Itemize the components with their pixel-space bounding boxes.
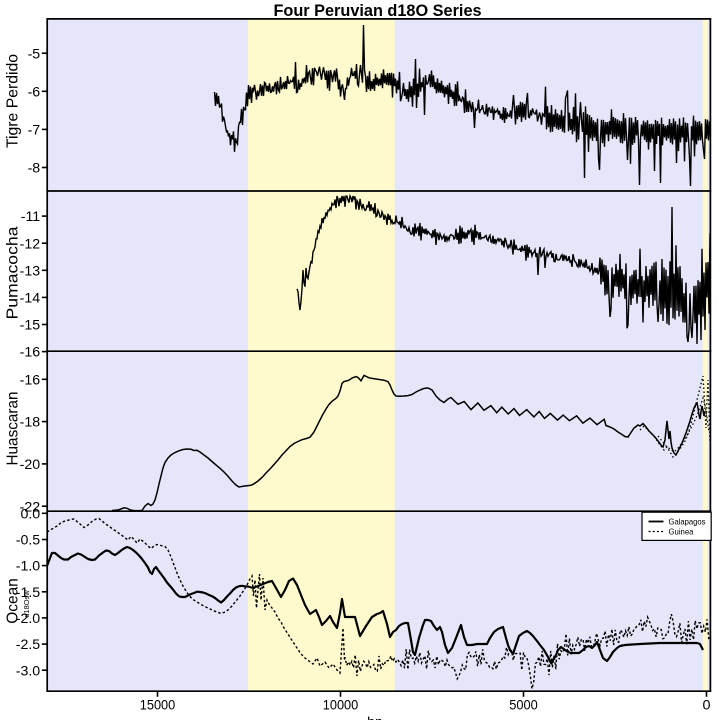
svg-text:-7: -7 [28,123,41,139]
svg-text:0.0: 0.0 [20,506,40,522]
svg-text:Tigre Perdido: Tigre Perdido [5,54,22,148]
svg-text:-11: -11 [21,209,41,225]
svg-text:-0.5: -0.5 [16,533,41,549]
svg-text:5000: 5000 [509,697,538,713]
svg-text:-8: -8 [28,161,41,177]
svg-text:-18: -18 [20,415,41,431]
svg-text:d18Osw: d18Osw [22,590,31,618]
svg-text:Huascaran: Huascaran [5,392,22,466]
svg-text:-1.5: -1.5 [16,585,41,601]
svg-text:Galapagos: Galapagos [669,516,706,526]
svg-text:Guinea: Guinea [669,526,694,536]
svg-text:-5: -5 [28,46,41,62]
svg-text:-22: -22 [20,499,41,515]
svg-text:-1.0: -1.0 [16,559,41,575]
svg-text:-14: -14 [20,291,41,307]
svg-text:-2.0: -2.0 [16,611,41,627]
svg-text:bp: bp [367,715,383,721]
svg-text:-3.0: -3.0 [16,663,41,679]
svg-text:Ocean: Ocean [5,578,22,624]
svg-text:0: 0 [703,697,711,713]
svg-text:Four Peruvian d18O Series: Four Peruvian d18O Series [273,2,481,20]
svg-text:-6: -6 [28,84,41,100]
svg-text:-20: -20 [20,457,41,473]
svg-text:15000: 15000 [140,697,176,713]
svg-text:-16: -16 [20,345,41,361]
svg-text:Pumacocha: Pumacocha [5,226,22,319]
svg-text:-12: -12 [20,236,41,252]
svg-text:-15: -15 [20,318,41,334]
svg-text:10000: 10000 [323,697,359,713]
svg-text:-16: -16 [20,372,41,388]
svg-text:-2.5: -2.5 [16,637,41,653]
svg-text:-13: -13 [20,263,41,279]
